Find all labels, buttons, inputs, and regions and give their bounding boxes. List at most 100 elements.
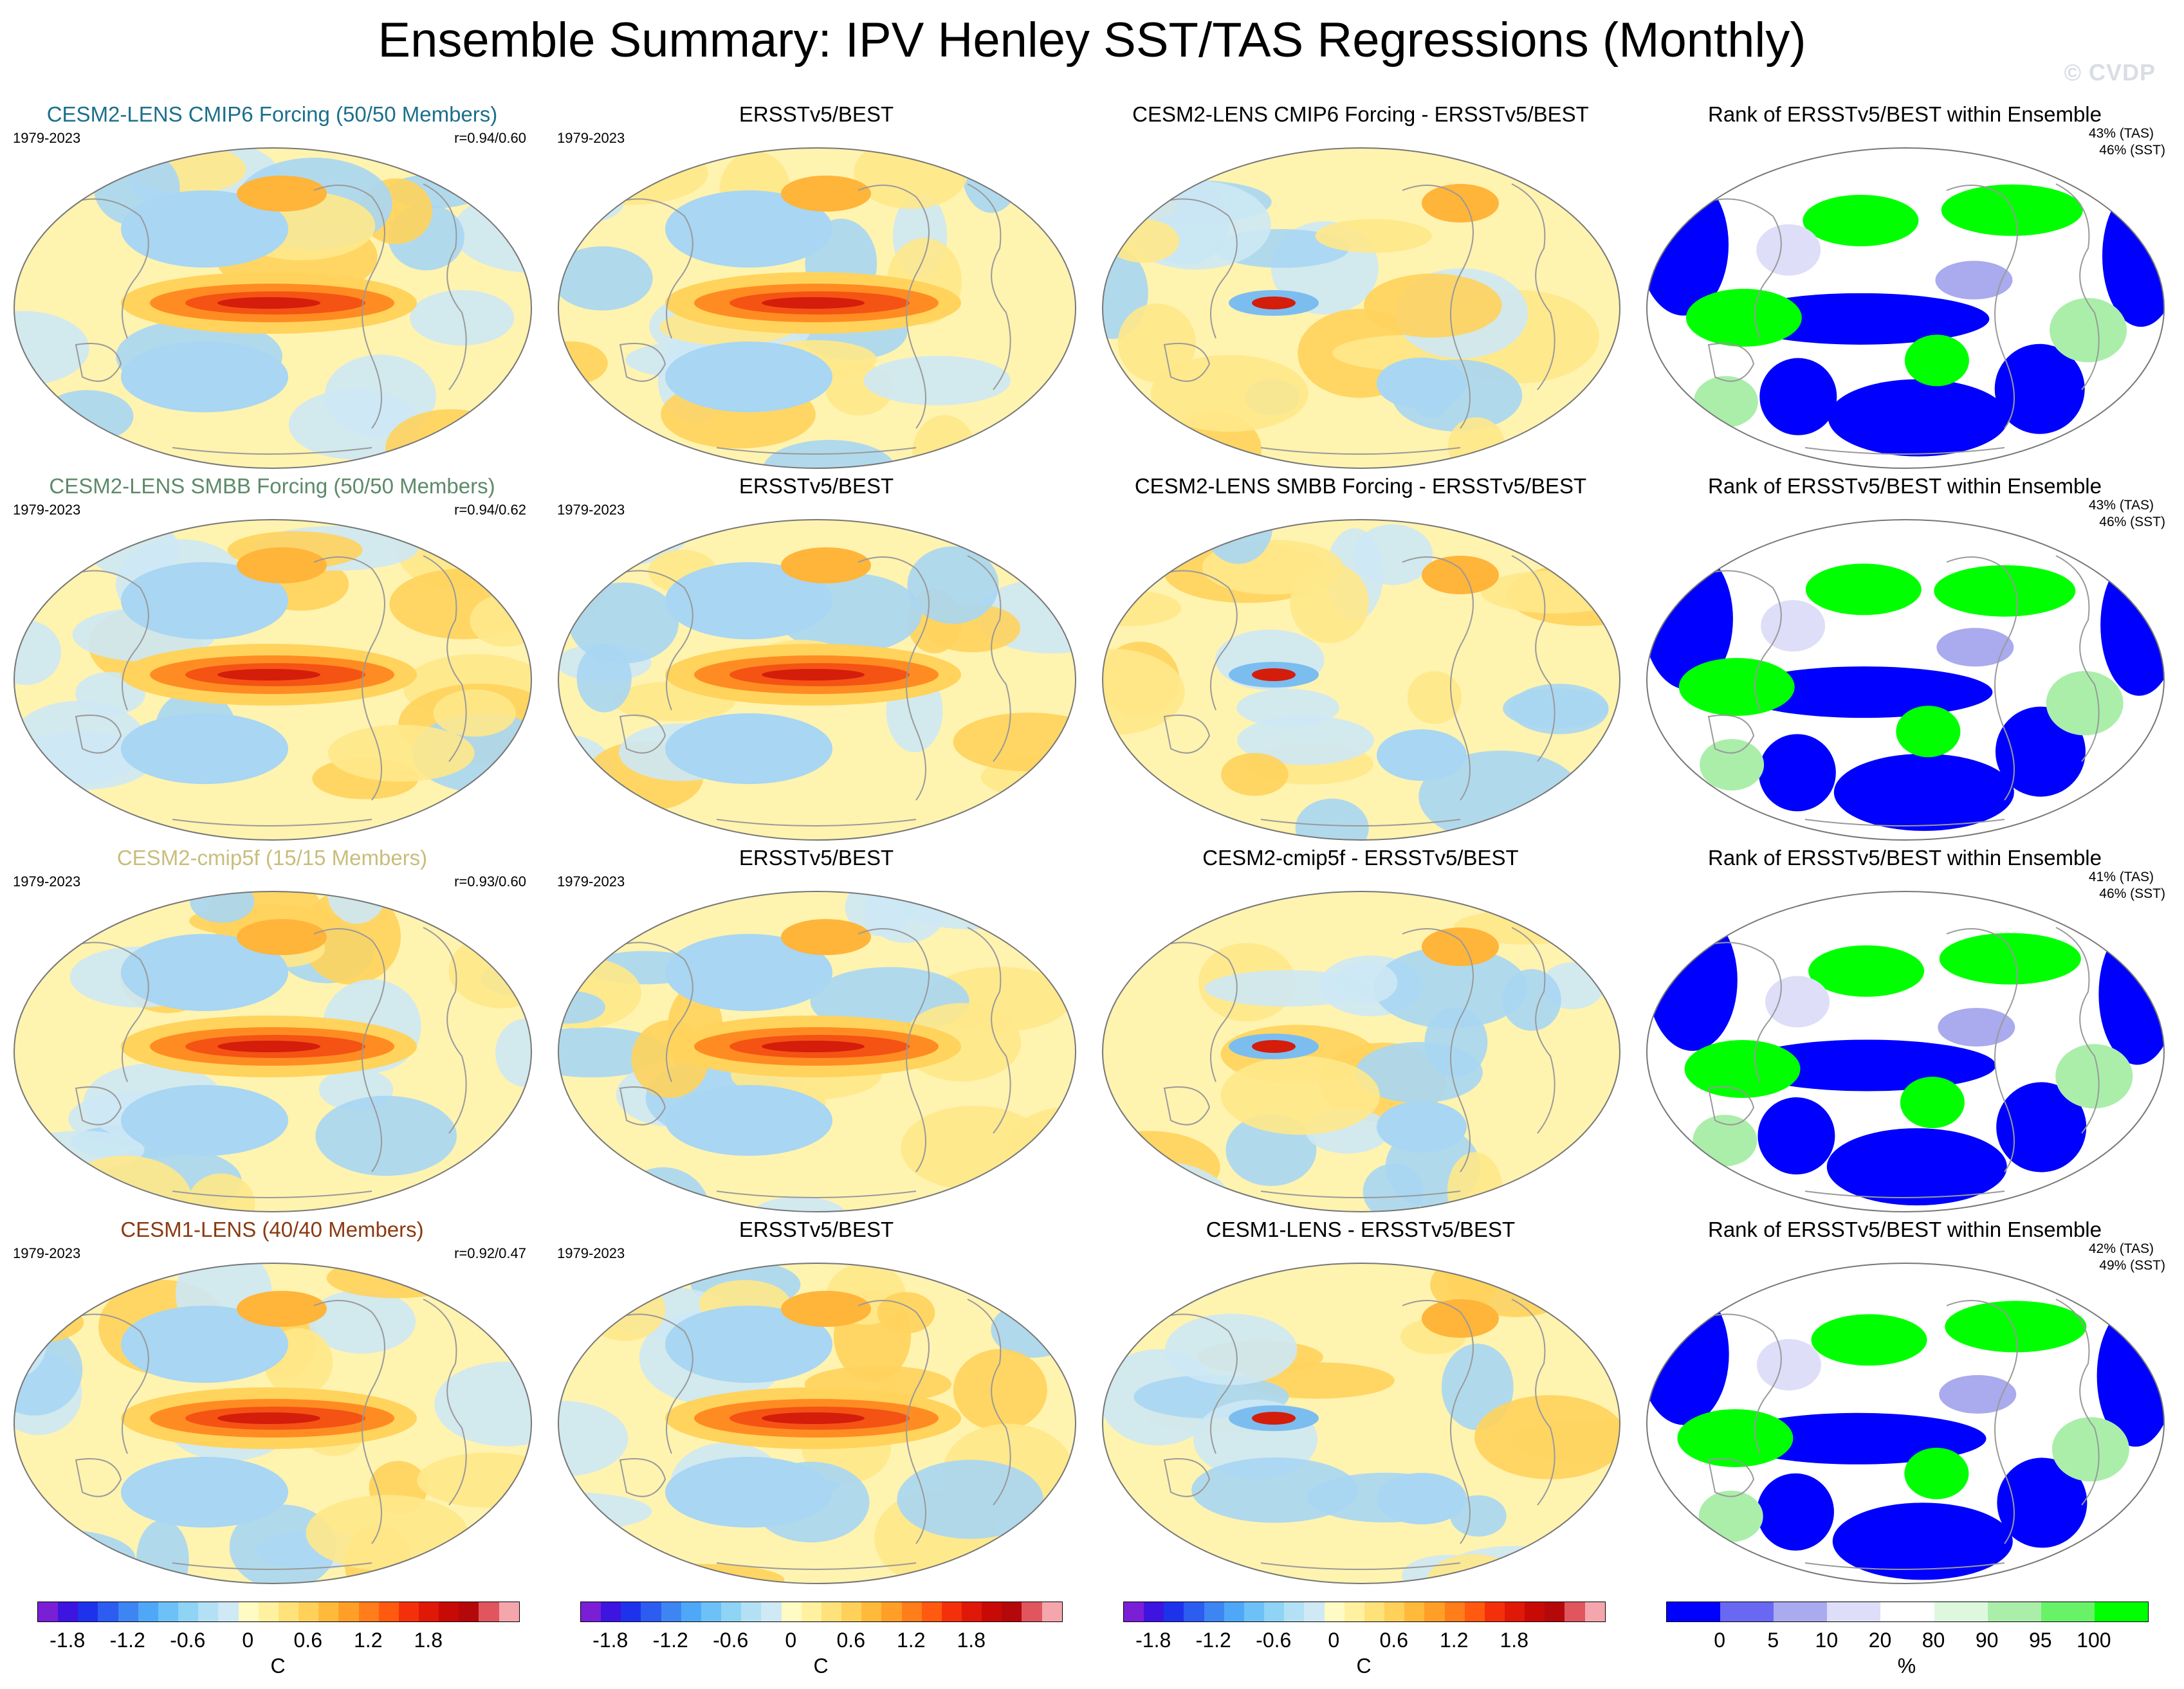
coastline — [2055, 927, 2100, 1134]
colorbar-swatch — [661, 1602, 681, 1621]
colorbar-swatch — [358, 1602, 379, 1621]
colorbar-swatch — [318, 1602, 339, 1621]
diff-panel-title: CESM1-LENS - ERSSTv5/BEST — [1206, 1218, 1516, 1241]
colorbar-swatch — [1545, 1602, 1565, 1621]
rank-region — [1936, 628, 2014, 667]
colorbar-swatch — [1484, 1602, 1505, 1621]
anomaly-region — [410, 289, 515, 346]
robinson-map — [14, 1263, 532, 1584]
coastline — [1804, 447, 2005, 455]
rank-region — [1761, 600, 1826, 652]
model-map — [12, 517, 534, 843]
rank-panel-title: Rank of ERSSTv5/BEST within Ensemble — [1708, 474, 2102, 498]
rank-panel: Rank of ERSSTv5/BEST within Ensemble 43% … — [1633, 473, 2177, 845]
colorbar-swatch — [1584, 1602, 1605, 1621]
colorbar-tick-label: 0.6 — [1379, 1629, 1408, 1652]
rank-map — [1644, 889, 2167, 1214]
colorbar-swatch — [198, 1602, 219, 1621]
colorbar-swatch — [378, 1602, 399, 1621]
robinson-map — [1102, 519, 1620, 841]
colorbar-tick-label: 1.2 — [354, 1629, 383, 1652]
diff-panel: CESM2-cmip5f - ERSSTv5/BEST — [1088, 845, 1633, 1217]
colorbar-unit: C — [813, 1654, 829, 1677]
south-pacific-cool — [121, 1085, 288, 1156]
coastline — [313, 556, 385, 801]
colorbar-tick-label: 20 — [1868, 1629, 1892, 1652]
rank-panel-title: Rank of ERSSTv5/BEST within Ensemble — [1708, 1218, 2102, 1241]
anomaly-region — [558, 1400, 629, 1477]
temperature-colorbar-3: -1.8 -1.2 -0.6 0 0.6 1.2 1.8 C — [1123, 1602, 1606, 1685]
temperature-colorbar-1: -1.8 -1.2 -0.6 0 0.6 1.2 1.8 C — [37, 1602, 520, 1685]
colorbar-swatch — [1774, 1602, 1828, 1621]
rank-map — [1644, 517, 2167, 843]
coastline — [1260, 819, 1461, 826]
map-border — [558, 891, 1076, 1212]
coastline — [1511, 555, 1555, 762]
coastline — [1163, 1458, 1211, 1497]
colorbar-swatch — [761, 1602, 782, 1621]
coastline — [619, 343, 666, 382]
alaska-warm — [781, 919, 871, 955]
anomaly-region — [558, 811, 620, 840]
model-panel: CESM2-LENS SMBB Forcing (50/50 Members) 1… — [0, 473, 544, 845]
map-border — [1102, 147, 1620, 469]
robinson-map — [14, 891, 532, 1212]
anomaly-region — [558, 1027, 669, 1078]
south-pacific-cool — [121, 342, 288, 412]
rank-region — [1808, 945, 1925, 997]
colorbar-swatch — [178, 1602, 199, 1621]
coastline — [716, 1562, 917, 1570]
pattern-correlation: r=0.94/0.60 — [454, 130, 526, 146]
colorbar-swatch — [418, 1602, 439, 1621]
colorbar-swatch — [439, 1602, 459, 1621]
model-map — [12, 1261, 534, 1586]
coastline — [1157, 198, 1238, 339]
coastline — [967, 1299, 1011, 1506]
rank-region — [2046, 671, 2124, 736]
rank-panel-title: Rank of ERSSTv5/BEST within Ensemble — [1708, 846, 2102, 870]
rank-colorbar: 0 5 10 20 80 90 95 100% — [1666, 1602, 2149, 1685]
south-pacific-cool — [665, 342, 832, 412]
map-border — [1102, 891, 1620, 1212]
pattern-correlation: r=0.94/0.62 — [454, 502, 526, 518]
coastline — [313, 928, 385, 1173]
coastline — [858, 556, 930, 801]
rank-region — [1684, 1039, 1801, 1098]
rank-region — [1685, 288, 1802, 347]
period-label: 1979-2023 — [13, 130, 81, 146]
colorbar-swatch — [1184, 1602, 1204, 1621]
coastline — [172, 447, 372, 455]
colorbar-swatch — [1284, 1602, 1305, 1621]
colorbar-swatch — [2094, 1602, 2148, 1621]
colorbar-swatch — [138, 1602, 158, 1621]
diff-peak — [1252, 668, 1296, 681]
period-label: 1979-2023 — [557, 1245, 625, 1261]
diff-map — [1100, 889, 1622, 1214]
anomaly-region — [486, 1270, 531, 1309]
coastline — [69, 1313, 149, 1454]
rank-region — [1756, 1473, 1834, 1551]
coastline — [1163, 1086, 1211, 1126]
panel-row: CESM2-cmip5f (15/15 Members) 1979-2023 r=0… — [0, 845, 2184, 1217]
rank-panel: Rank of ERSSTv5/BEST within Ensemble 42% … — [1633, 1217, 2177, 1589]
colorbar-tick-label: 0.6 — [293, 1629, 322, 1652]
anomaly-region — [327, 724, 475, 782]
robinson-map — [14, 519, 532, 841]
map-border — [1102, 1263, 1620, 1584]
colorbar-tick-label: -1.8 — [592, 1629, 629, 1652]
pattern-correlation: r=0.93/0.60 — [454, 873, 526, 890]
coastline — [1511, 1299, 1555, 1506]
map-border — [1102, 519, 1620, 841]
anomaly-region — [1165, 1313, 1298, 1385]
anomaly-region — [1116, 1263, 1227, 1301]
colorbar-tick-label: 5 — [1767, 1629, 1779, 1652]
colorbar-swatch — [961, 1602, 982, 1621]
diff-cool — [1377, 729, 1467, 781]
anomaly-region — [1103, 891, 1170, 953]
period-label: 1979-2023 — [13, 1245, 81, 1261]
colorbar-swatch — [258, 1602, 279, 1621]
coastline — [619, 1458, 666, 1497]
diff-cool — [1377, 1101, 1467, 1153]
colorbar-swatch — [158, 1602, 179, 1621]
rank-region — [1758, 734, 1836, 812]
